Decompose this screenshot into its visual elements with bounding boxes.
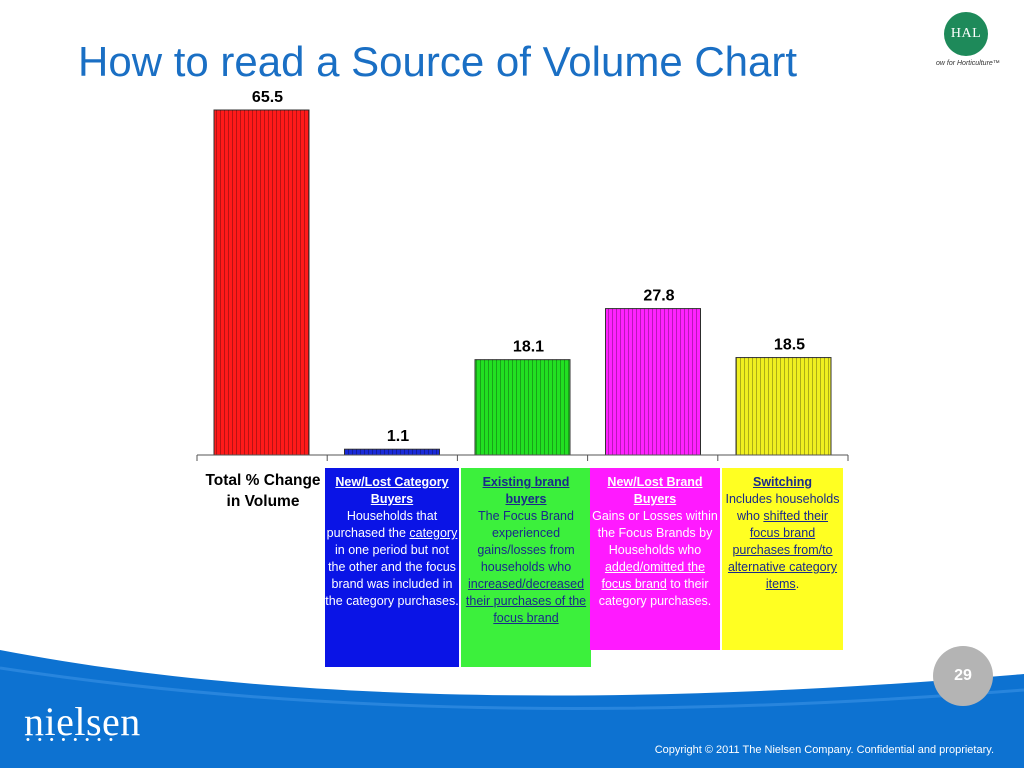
bar-value-label: 18.5 xyxy=(774,337,805,354)
box-heading: Existing brand buyers xyxy=(482,475,570,506)
nielsen-logo-dots: •••••••• xyxy=(26,734,121,746)
bar-texture-5 xyxy=(736,357,831,455)
source-of-volume-chart: 65.5 1.1 18.1 27.8 18.5 xyxy=(196,89,849,461)
bar-texture-3 xyxy=(475,359,570,455)
new-lost-category-buyers-box: New/Lost Category Buyers Households that… xyxy=(325,468,459,667)
hal-logo: HAL ow for Horticulture™ xyxy=(930,12,1016,74)
bar-texture-2 xyxy=(344,449,440,455)
hal-logo-badge: HAL xyxy=(944,12,988,56)
page-title: How to read a Source of Volume Chart xyxy=(78,38,798,85)
hal-logo-tagline: ow for Horticulture™ xyxy=(936,60,1000,67)
box-text: to their category purchases. xyxy=(598,577,712,608)
box-underlined-text: increased/decreased their purchases of t… xyxy=(465,577,587,625)
box-heading: Switching xyxy=(752,475,813,489)
page-number-badge: 29 xyxy=(933,646,993,706)
box-text: Gains or Losses within the Focus Brands … xyxy=(592,509,718,557)
box-underlined-text: category xyxy=(409,526,458,540)
nielsen-logo: nielsen xyxy=(24,699,141,744)
copyright-text: Copyright © 2011 The Nielsen Company. Co… xyxy=(654,744,994,756)
bar-value-label: 27.8 xyxy=(643,288,674,305)
box-text: The Focus Brand experienced gains/losses… xyxy=(477,509,575,574)
total-change-label: Total % Change in Volume xyxy=(205,472,321,510)
box-text: Households that purchased the xyxy=(326,509,438,540)
switching-box: Switching Includes households who shifte… xyxy=(722,468,843,650)
box-text: in one period but not the other and the … xyxy=(325,543,459,608)
box-heading: New/Lost Brand Buyers xyxy=(607,475,703,506)
box-text: . xyxy=(795,577,800,591)
box-underlined-text: added/omitted the focus brand xyxy=(601,560,706,591)
existing-brand-buyers-box: Existing brand buyers The Focus Brand ex… xyxy=(461,468,591,667)
bar-value-label: 65.5 xyxy=(252,89,283,106)
bar-texture-4 xyxy=(605,308,701,455)
box-underlined-text: shifted their focus brand purchases from… xyxy=(727,509,838,591)
box-text: Includes households who xyxy=(725,492,840,523)
bar-texture-1 xyxy=(214,110,309,455)
bar-value-label: 1.1 xyxy=(387,428,409,445)
footer-band xyxy=(0,650,1024,768)
bar-value-label: 18.1 xyxy=(513,339,544,356)
box-heading: New/Lost Category Buyers xyxy=(335,475,449,506)
new-lost-brand-buyers-box: New/Lost Brand Buyers Gains or Losses wi… xyxy=(590,468,720,650)
